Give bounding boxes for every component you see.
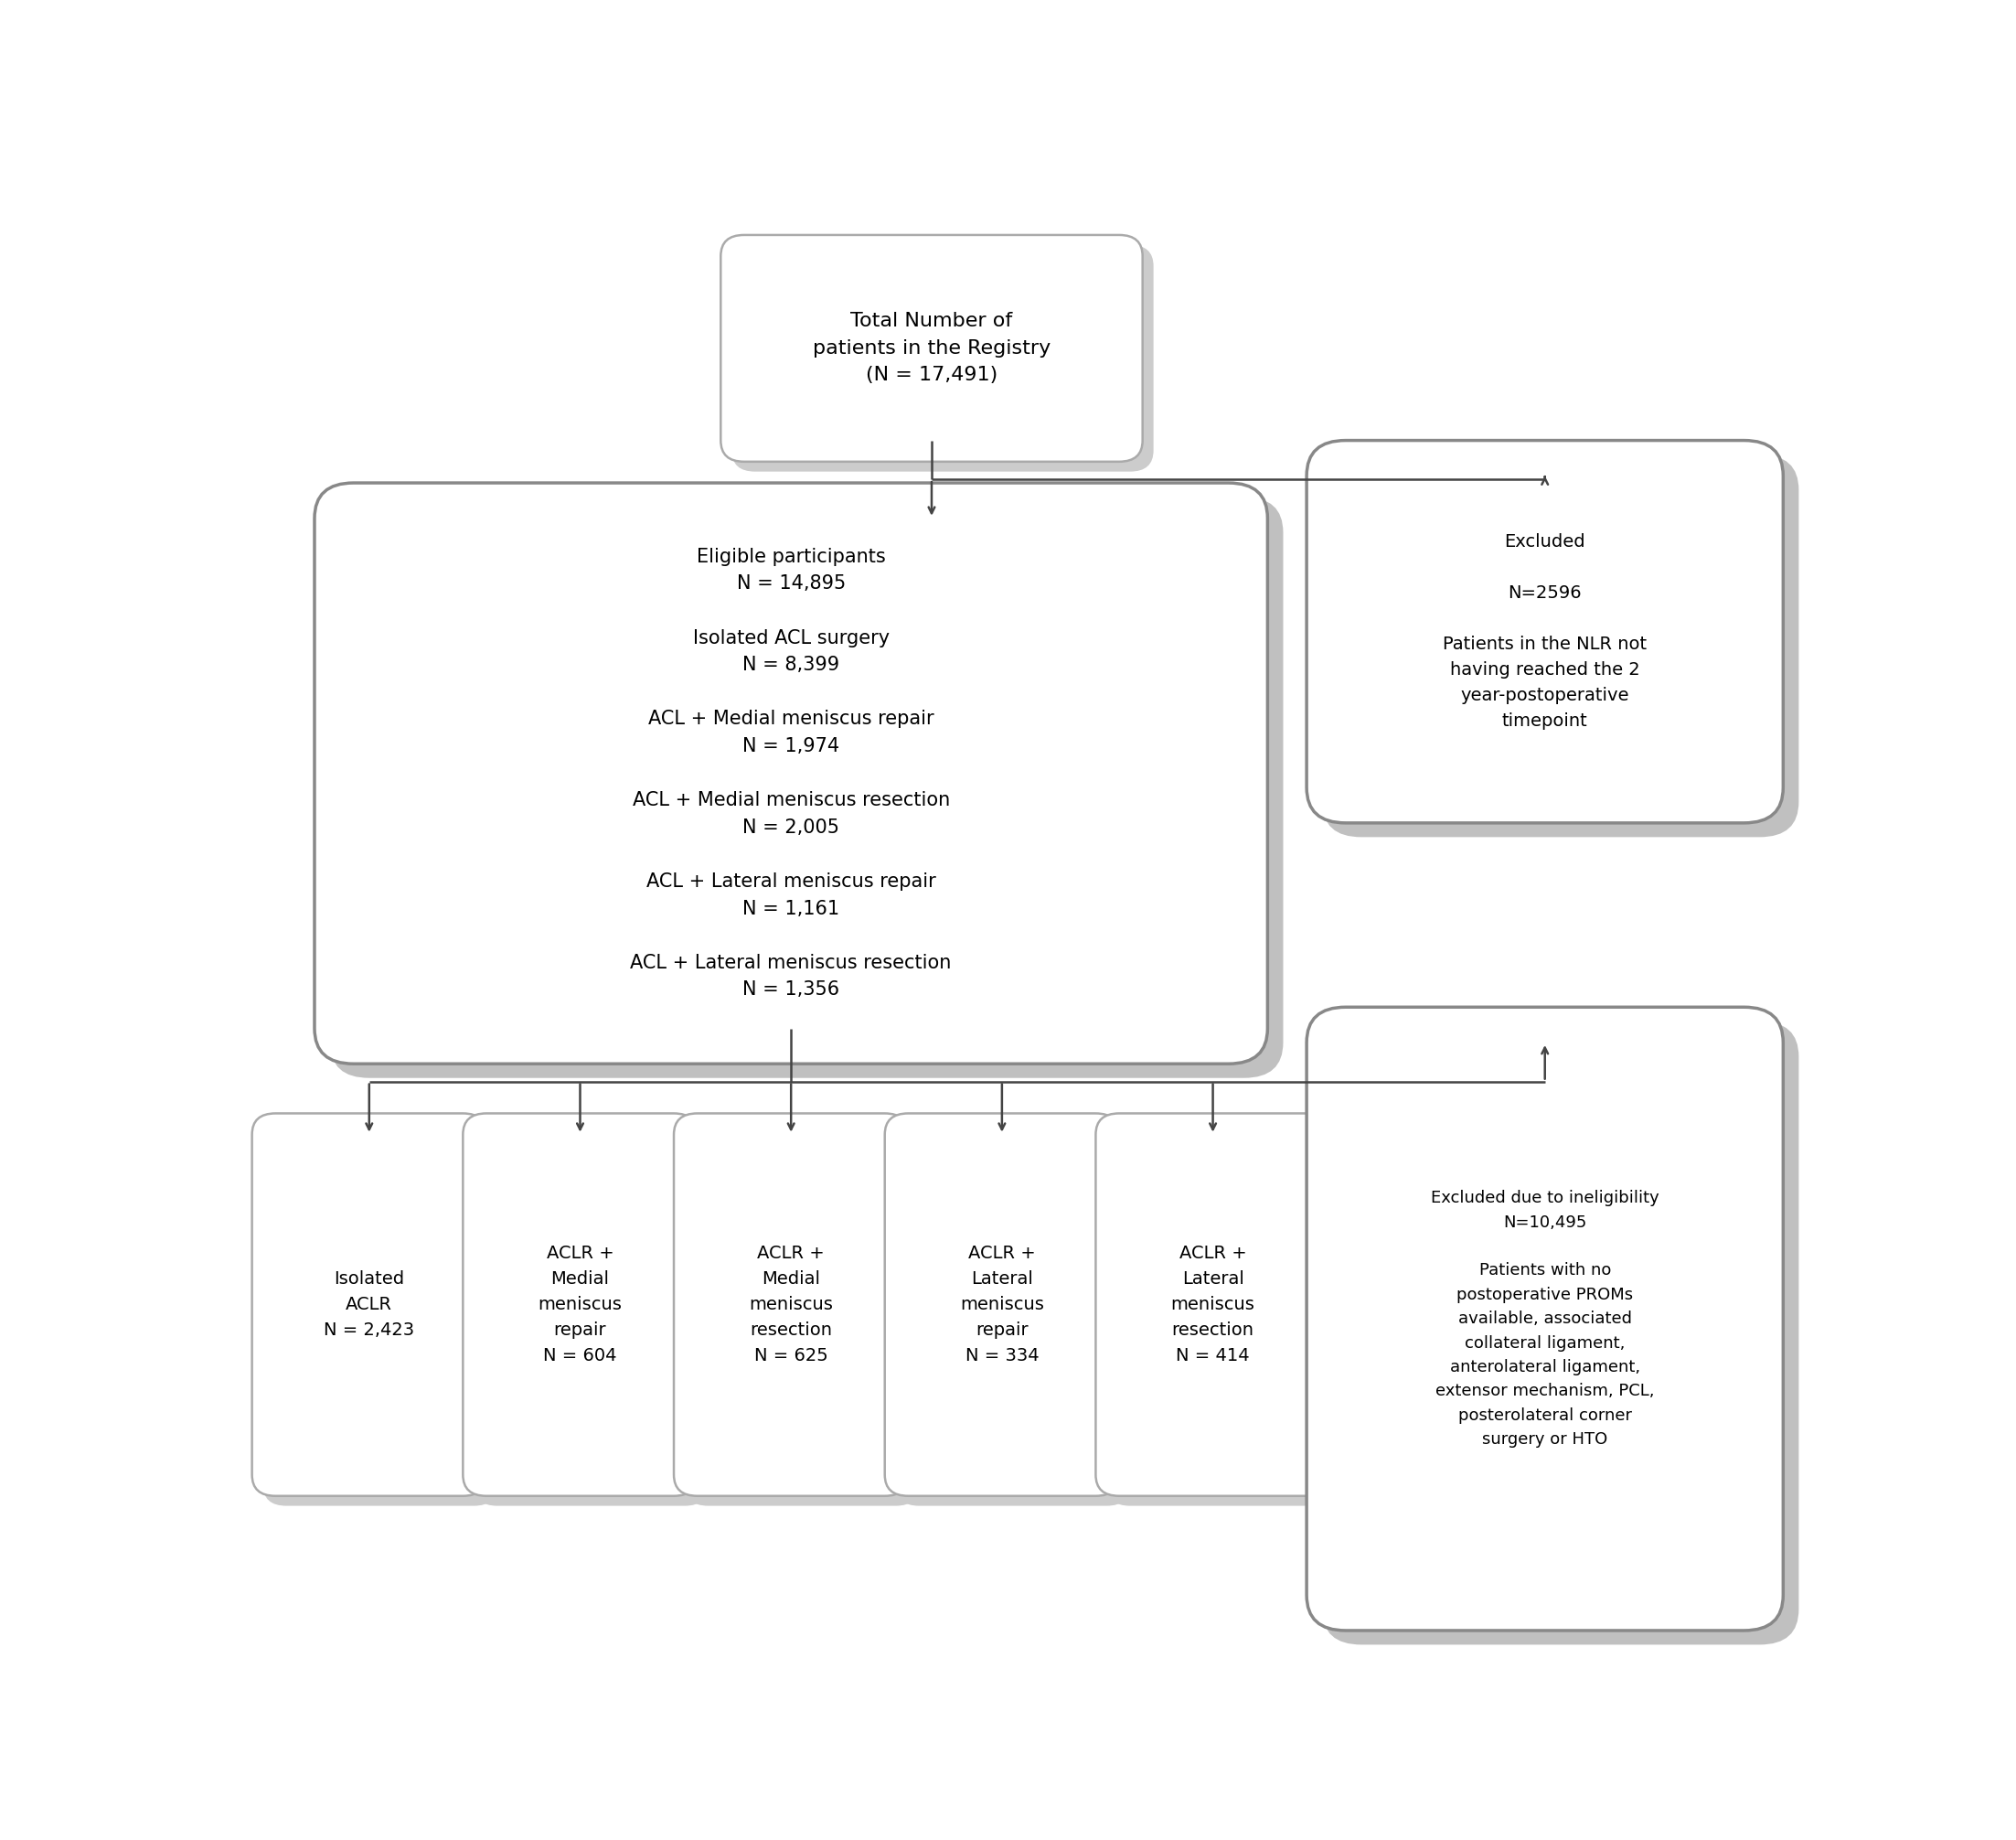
- Text: ACLR +
Lateral
meniscus
repair
N = 334: ACLR + Lateral meniscus repair N = 334: [960, 1244, 1044, 1365]
- FancyBboxPatch shape: [474, 1122, 708, 1505]
- FancyBboxPatch shape: [1322, 1021, 1798, 1645]
- FancyBboxPatch shape: [722, 236, 1143, 462]
- FancyBboxPatch shape: [464, 1113, 698, 1496]
- FancyBboxPatch shape: [673, 1113, 907, 1496]
- Text: ACLR +
Medial
meniscus
repair
N = 604: ACLR + Medial meniscus repair N = 604: [538, 1244, 623, 1365]
- Text: ACLR +
Lateral
meniscus
resection
N = 414: ACLR + Lateral meniscus resection N = 41…: [1171, 1244, 1254, 1365]
- FancyBboxPatch shape: [685, 1122, 919, 1505]
- FancyBboxPatch shape: [885, 1113, 1119, 1496]
- FancyBboxPatch shape: [1306, 440, 1784, 822]
- Text: Eligible participants
N = 14,895

Isolated ACL surgery
N = 8,399

ACL + Medial m: Eligible participants N = 14,895 Isolate…: [631, 548, 952, 999]
- Text: Excluded due to ineligibility
N=10,495

Patients with no
postoperative PROMs
ava: Excluded due to ineligibility N=10,495 P…: [1431, 1190, 1659, 1448]
- FancyBboxPatch shape: [1322, 454, 1798, 837]
- FancyBboxPatch shape: [314, 482, 1268, 1064]
- FancyBboxPatch shape: [331, 497, 1284, 1078]
- FancyBboxPatch shape: [262, 1122, 498, 1505]
- FancyBboxPatch shape: [895, 1122, 1131, 1505]
- Text: Isolated
ACLR
N = 2,423: Isolated ACLR N = 2,423: [325, 1270, 415, 1340]
- FancyBboxPatch shape: [1306, 1006, 1784, 1630]
- FancyBboxPatch shape: [252, 1113, 486, 1496]
- Text: Excluded

N=2596

Patients in the NLR not
having reached the 2
year-postoperativ: Excluded N=2596 Patients in the NLR not …: [1443, 534, 1647, 730]
- Text: ACLR +
Medial
meniscus
resection
N = 625: ACLR + Medial meniscus resection N = 625: [750, 1244, 833, 1365]
- FancyBboxPatch shape: [732, 245, 1153, 471]
- FancyBboxPatch shape: [1097, 1113, 1331, 1496]
- FancyBboxPatch shape: [1107, 1122, 1341, 1505]
- Text: Total Number of
patients in the Registry
(N = 17,491): Total Number of patients in the Registry…: [812, 313, 1050, 385]
